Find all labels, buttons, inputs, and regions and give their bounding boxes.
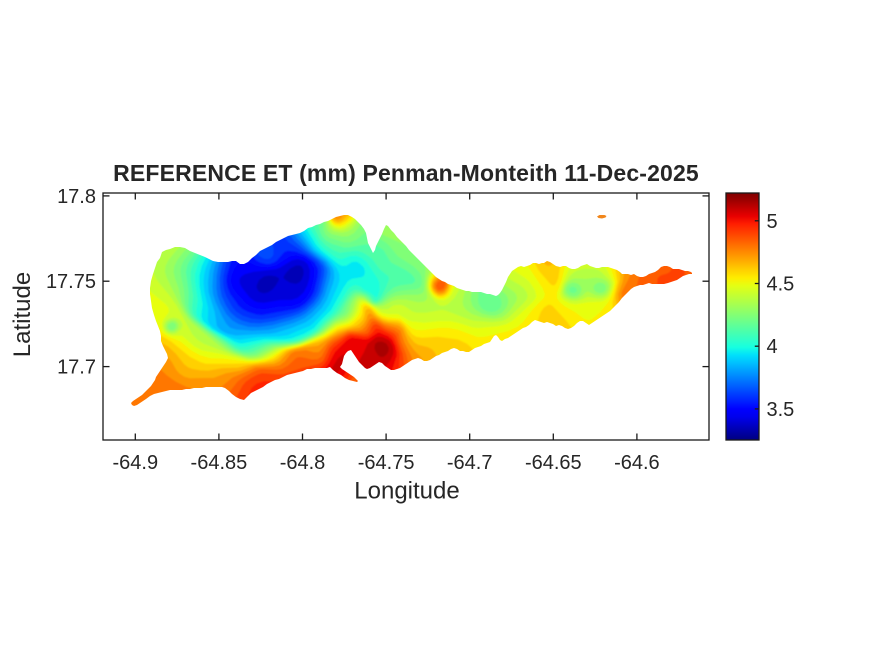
svg-text:-64.65: -64.65 bbox=[525, 452, 582, 474]
svg-text:-64.8: -64.8 bbox=[280, 452, 326, 474]
svg-text:Latitude: Latitude bbox=[9, 272, 36, 357]
svg-text:-64.7: -64.7 bbox=[447, 452, 493, 474]
svg-text:17.7: 17.7 bbox=[57, 357, 96, 379]
svg-text:17.8: 17.8 bbox=[57, 186, 96, 208]
svg-text:REFERENCE ET (mm) Penman-Monte: REFERENCE ET (mm) Penman-Monteith 11-Dec… bbox=[113, 160, 699, 186]
svg-text:4.5: 4.5 bbox=[767, 274, 795, 296]
svg-text:Longitude: Longitude bbox=[354, 478, 459, 505]
svg-text:-64.9: -64.9 bbox=[113, 452, 159, 474]
svg-text:-64.85: -64.85 bbox=[191, 452, 248, 474]
svg-text:17.75: 17.75 bbox=[46, 271, 96, 293]
svg-text:3.5: 3.5 bbox=[767, 399, 795, 421]
svg-text:4: 4 bbox=[767, 336, 778, 358]
svg-text:-64.6: -64.6 bbox=[614, 452, 660, 474]
svg-text:5: 5 bbox=[767, 211, 778, 233]
svg-text:-64.75: -64.75 bbox=[358, 452, 415, 474]
